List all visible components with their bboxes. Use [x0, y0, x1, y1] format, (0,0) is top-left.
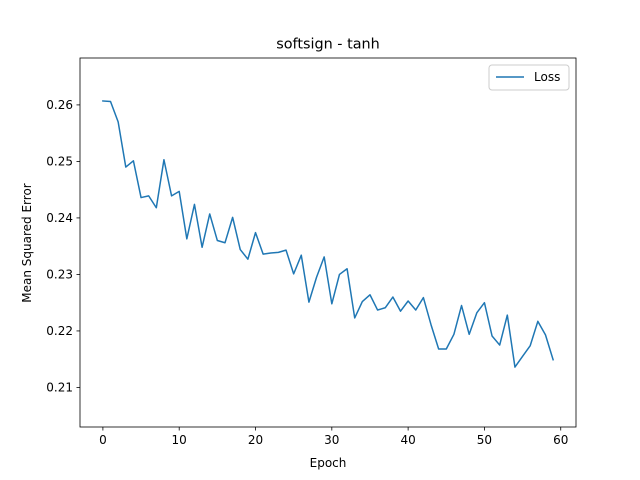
- y-tick-label: 0.26: [46, 98, 73, 112]
- legend-box: [488, 64, 570, 91]
- y-tick-label: 0.21: [46, 381, 73, 395]
- x-tick-label: 20: [248, 433, 263, 447]
- y-tick-label: 0.25: [46, 155, 73, 169]
- legend: Loss: [488, 64, 570, 91]
- x-tick-label: 0: [99, 433, 107, 447]
- y-axis: 0.21 0.22 0.23 0.24 0.25 0.26: [46, 98, 80, 395]
- x-tick-label: 10: [172, 433, 187, 447]
- x-tick-label: 40: [400, 433, 415, 447]
- chart-title: softsign - tanh: [276, 37, 380, 53]
- plot-area: [102, 100, 555, 368]
- x-axis: 0 10 20 30 40 50 60: [99, 427, 568, 447]
- x-tick-label: 60: [553, 433, 568, 447]
- y-tick-label: 0.24: [46, 211, 73, 225]
- x-axis-label: Epoch: [310, 456, 347, 470]
- axes-frame: [79, 57, 577, 428]
- y-axis-label: Mean Squared Error: [20, 183, 34, 303]
- legend-label-loss: Loss: [534, 70, 560, 84]
- x-tick-label: 30: [324, 433, 339, 447]
- x-tick-label: 50: [477, 433, 492, 447]
- series-line-loss: [102, 100, 555, 368]
- y-tick-label: 0.23: [46, 268, 73, 282]
- y-tick-label: 0.22: [46, 324, 73, 338]
